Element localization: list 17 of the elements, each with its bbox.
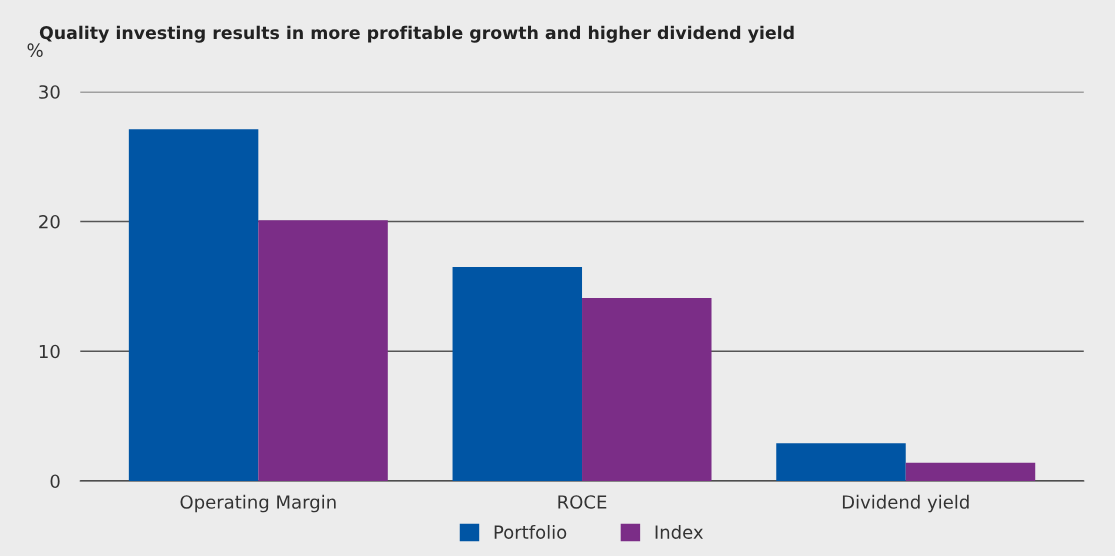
x-tick-label: Operating Margin bbox=[180, 494, 336, 513]
y-tick-label: 30 bbox=[39, 85, 60, 99]
bar bbox=[582, 298, 712, 481]
bar bbox=[452, 266, 583, 481]
chart-title: Quality investing results in more profitable growth and higher dividend yield bbox=[39, 25, 794, 43]
bar bbox=[128, 129, 259, 481]
y-axis-title: % bbox=[27, 43, 43, 57]
bar bbox=[776, 443, 906, 481]
x-tick-label: Dividend yield bbox=[842, 494, 969, 513]
bar bbox=[905, 462, 1036, 481]
legend-label: Index bbox=[655, 524, 704, 539]
y-tick-label: 10 bbox=[39, 344, 60, 359]
legend-label: Portfolio bbox=[494, 524, 567, 539]
x-tick-label: ROCE bbox=[558, 495, 607, 509]
y-tick-label: 20 bbox=[39, 214, 60, 229]
y-tick-label: 0 bbox=[50, 474, 60, 489]
bar bbox=[258, 220, 388, 481]
